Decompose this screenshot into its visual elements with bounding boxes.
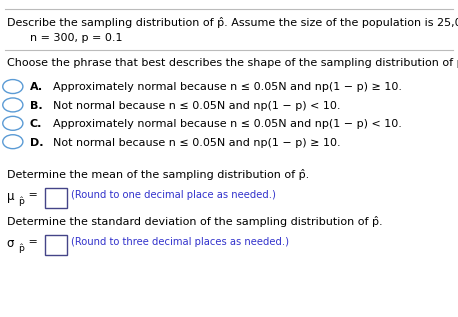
Text: Determine the mean of the sampling distribution of p̂.: Determine the mean of the sampling distr… (7, 169, 309, 180)
Text: Approximately normal because n ≤ 0.05N and np(1 − p) ≥ 10.: Approximately normal because n ≤ 0.05N a… (53, 82, 402, 93)
Text: Not normal because n ≤ 0.05N and np(1 − p) < 10.: Not normal because n ≤ 0.05N and np(1 − … (53, 101, 340, 111)
Text: p̂: p̂ (18, 197, 24, 206)
Text: Approximately normal because n ≤ 0.05N and np(1 − p) < 10.: Approximately normal because n ≤ 0.05N a… (53, 119, 402, 129)
Text: n = 300, p = 0.1: n = 300, p = 0.1 (30, 33, 122, 43)
Text: =: = (25, 237, 42, 247)
Text: μ: μ (7, 190, 14, 203)
Text: (Round to one decimal place as needed.): (Round to one decimal place as needed.) (71, 190, 276, 200)
Text: =: = (25, 190, 42, 200)
Text: Choose the phrase that best describes the shape of the sampling distribution of : Choose the phrase that best describes th… (7, 57, 458, 68)
Text: D.: D. (30, 138, 43, 148)
Text: p̂: p̂ (18, 243, 24, 253)
Text: C.: C. (30, 119, 42, 129)
Text: σ: σ (7, 237, 14, 250)
Text: B.: B. (30, 101, 43, 111)
Text: A.: A. (30, 82, 43, 93)
Text: Describe the sampling distribution of p̂. Assume the size of the population is 2: Describe the sampling distribution of p̂… (7, 17, 458, 29)
Text: Not normal because n ≤ 0.05N and np(1 − p) ≥ 10.: Not normal because n ≤ 0.05N and np(1 − … (53, 138, 340, 148)
Text: Determine the standard deviation of the sampling distribution of p̂.: Determine the standard deviation of the … (7, 216, 382, 227)
Text: (Round to three decimal places as needed.): (Round to three decimal places as needed… (71, 237, 289, 247)
